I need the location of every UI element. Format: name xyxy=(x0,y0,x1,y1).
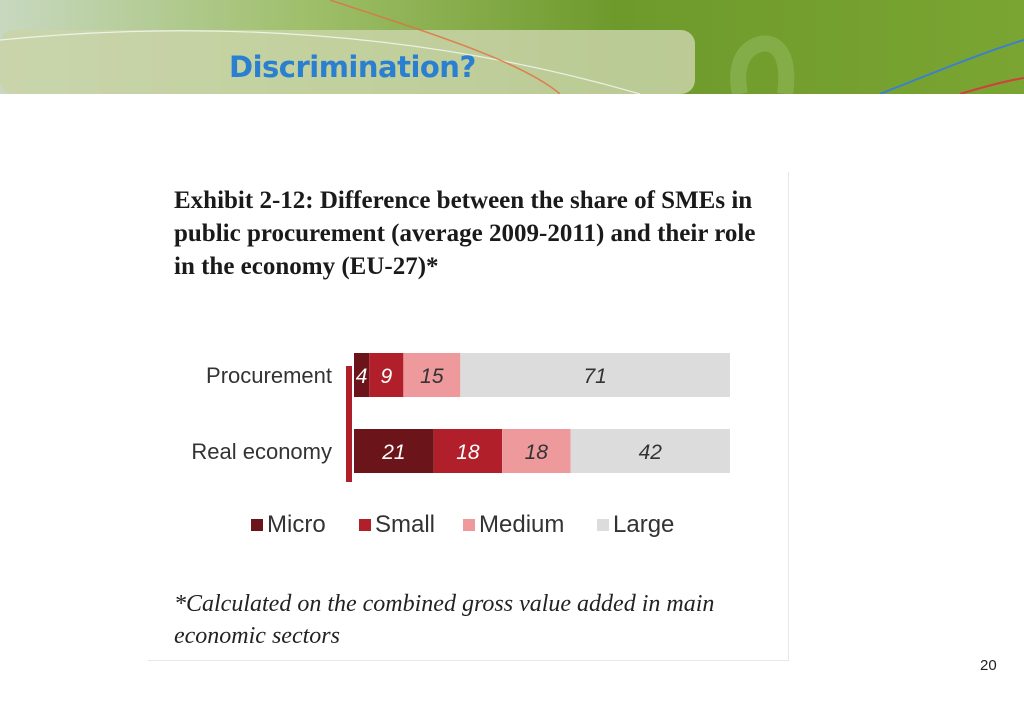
category-label: Procurement xyxy=(206,363,332,388)
bar-segment xyxy=(570,429,730,473)
stacked-bar-chart: Procurement 4 9 15 71 Real economy 21 18 18 42 Mic… xyxy=(191,353,730,538)
bar-segment xyxy=(502,429,571,473)
legend-swatch xyxy=(359,519,371,531)
legend-label: Medium xyxy=(479,511,564,538)
bar-segment xyxy=(403,353,461,397)
legend-swatch xyxy=(597,519,609,531)
data-label: 71 xyxy=(583,365,606,388)
exhibit-title: Exhibit 2-12: Difference between the sha… xyxy=(174,187,756,280)
data-label: 4 xyxy=(356,365,368,388)
data-label: 18 xyxy=(456,441,480,464)
data-label: 21 xyxy=(381,441,405,464)
data-label: 42 xyxy=(639,441,663,464)
legend-swatch xyxy=(463,519,475,531)
slide-title: Discrimination? xyxy=(229,50,476,84)
legend-label: Large xyxy=(613,511,674,538)
axis-line xyxy=(346,366,352,482)
legend-swatch xyxy=(251,519,263,531)
bar-segment xyxy=(354,429,434,473)
exhibit-figure: Exhibit 2-12: Difference between the sha… xyxy=(148,172,789,661)
legend-label: Small xyxy=(375,511,435,538)
bar-segment xyxy=(354,353,370,397)
legend-label: Micro xyxy=(267,511,326,538)
header-banner-graphic xyxy=(0,0,1024,94)
header-banner xyxy=(0,0,1024,94)
page-number: 20 xyxy=(980,657,997,674)
exhibit-footnote: *Calculated on the combined gross value … xyxy=(174,591,715,649)
bar-segment xyxy=(460,353,730,397)
data-label: 18 xyxy=(525,441,549,464)
data-label: 15 xyxy=(420,365,444,388)
bar-segment xyxy=(433,429,503,473)
bar-segment xyxy=(369,353,404,397)
data-label: 9 xyxy=(380,365,392,388)
category-label: Real economy xyxy=(191,439,332,464)
